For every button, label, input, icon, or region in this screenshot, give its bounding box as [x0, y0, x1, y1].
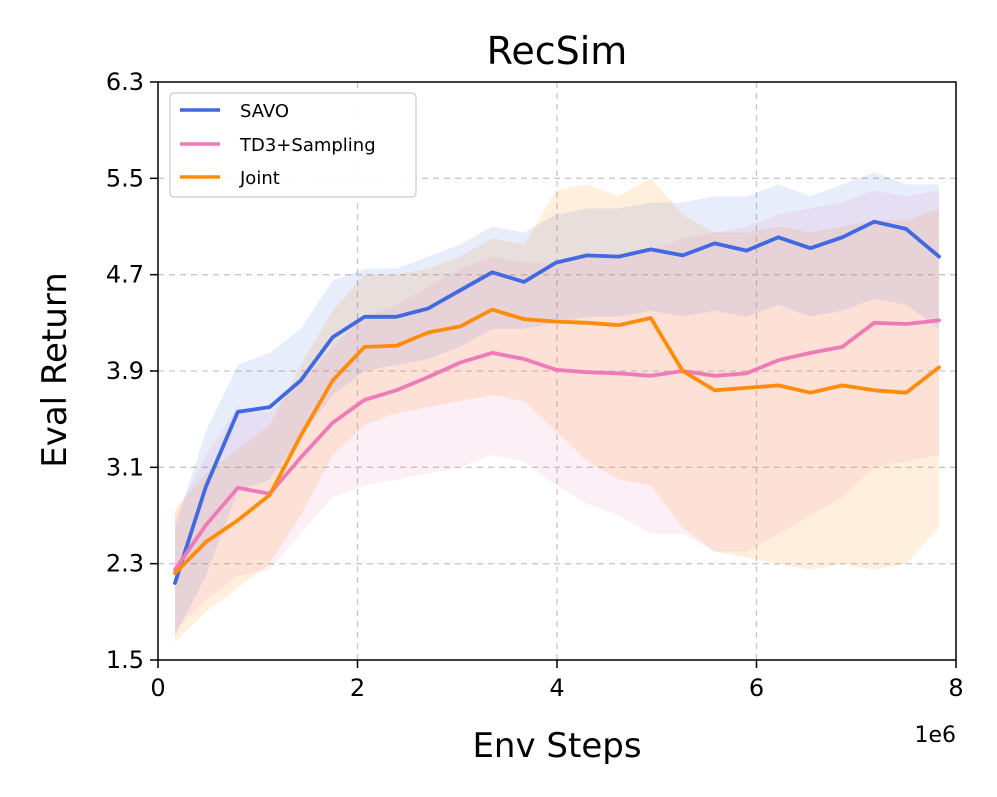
chart-title: RecSim	[487, 29, 628, 73]
y-tick-label-0: 1.5	[106, 646, 144, 674]
legend: SAVO TD3+Sampling Joint	[169, 92, 417, 198]
x-tick-label-1: 2	[350, 674, 365, 702]
band-savo	[175, 172, 939, 636]
y-tick-label-3: 3.9	[106, 357, 144, 385]
x-tick-label-4: 8	[948, 674, 963, 702]
legend-label-td3-sampling: TD3+Sampling	[239, 135, 376, 156]
confidence-bands	[175, 172, 939, 642]
y-tick-label-5: 5.5	[106, 164, 144, 192]
y-tick-label-4: 4.7	[106, 261, 144, 289]
line-savo	[173, 219, 941, 585]
x-tick-label-2: 4	[549, 674, 564, 702]
x-axis-ticks: 0 2 4 6 8	[150, 660, 964, 702]
x-axis-offset-label: 1e6	[914, 723, 956, 748]
x-axis-label: Env Steps	[472, 726, 641, 766]
series-lines	[173, 219, 941, 585]
x-tick-label-0: 0	[150, 674, 165, 702]
y-axis-ticks: 1.5 2.3 3.1 3.9 4.7 5.5 6.3	[106, 68, 158, 674]
band-joint	[175, 178, 939, 642]
line-td3-sampling	[173, 318, 941, 572]
y-axis-label: Eval Return	[35, 272, 75, 468]
y-tick-label-1: 2.3	[106, 550, 144, 578]
y-tick-label-6: 6.3	[106, 68, 144, 96]
legend-label-savo: SAVO	[240, 101, 289, 122]
y-tick-label-2: 3.1	[106, 453, 144, 481]
band-td3-sampling	[175, 190, 939, 630]
legend-label-joint: Joint	[239, 168, 280, 189]
line-joint	[173, 307, 941, 576]
legend-box	[169, 92, 417, 198]
x-tick-label-3: 6	[749, 674, 764, 702]
